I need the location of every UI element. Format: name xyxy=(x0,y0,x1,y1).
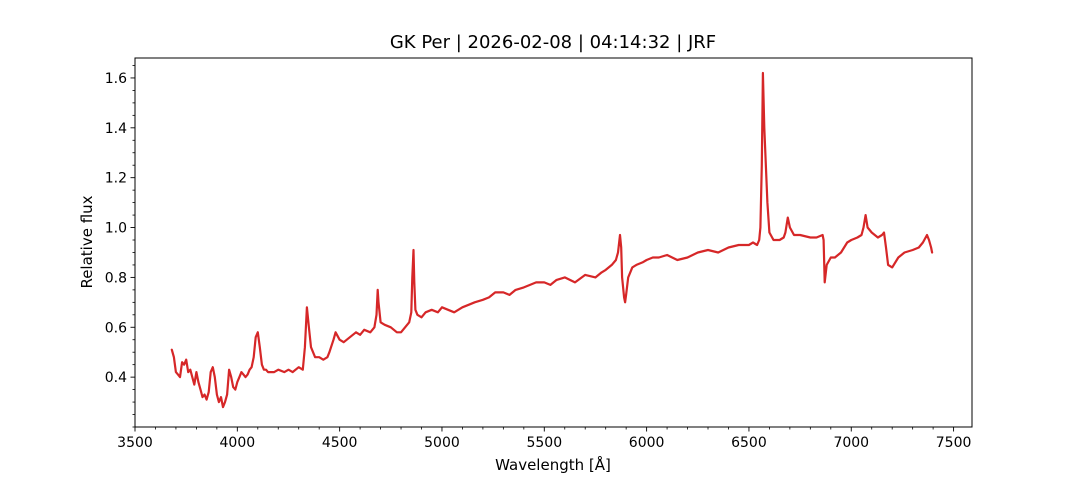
x-tick-label: 5500 xyxy=(526,435,562,451)
x-tick-label: 7000 xyxy=(833,435,869,451)
y-tick-label: 0.6 xyxy=(105,320,127,336)
y-tick-label: 1.6 xyxy=(105,71,127,87)
y-tick-label: 0.4 xyxy=(105,370,127,386)
tick-layer: 3500 4000 4500 5000 5500 6000 6500 7000 7500 0.4 0… xyxy=(105,65,972,451)
y-axis-label: Relative flux xyxy=(78,195,96,288)
x-tick-label: 4000 xyxy=(220,435,256,451)
x-tick-label: 5000 xyxy=(424,435,460,451)
x-tick-label: 6500 xyxy=(731,435,767,451)
x-tick-label: 4500 xyxy=(322,435,358,451)
plot-frame xyxy=(134,57,973,428)
y-tick-label: 1.0 xyxy=(105,221,127,237)
x-tick-label: 7500 xyxy=(936,435,972,451)
chart-title: GK Per | 2026-02-08 | 04:14:32 | JRF xyxy=(390,32,716,53)
y-tick-label: 1.4 xyxy=(105,121,127,137)
x-tick-label: 6000 xyxy=(629,435,665,451)
y-tick-label: 1.2 xyxy=(105,171,127,187)
series-layer xyxy=(170,71,934,409)
spectrum-line xyxy=(170,71,934,409)
y-tick-label: 0.8 xyxy=(105,270,127,286)
x-tick-label: 3500 xyxy=(117,435,153,451)
x-axis-label: Wavelength [Å] xyxy=(495,455,611,474)
